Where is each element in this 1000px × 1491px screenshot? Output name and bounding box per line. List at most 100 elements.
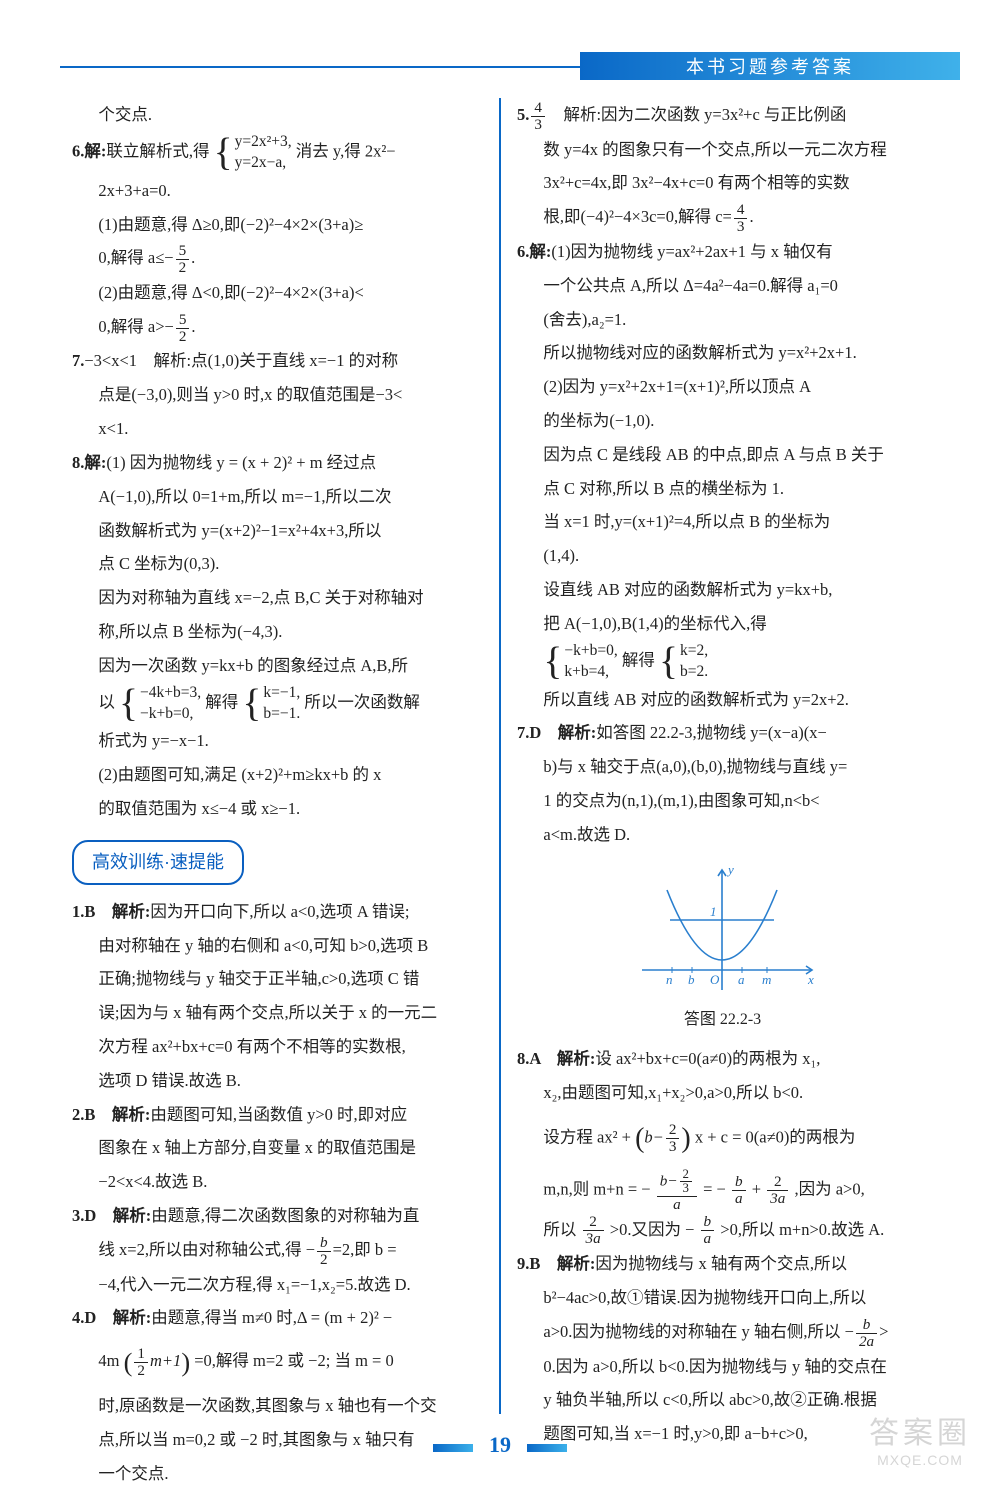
r6-b: 一个公共点 A,所以 Δ=4a²−4a=0.解得 a₁=0 (517, 269, 928, 303)
q8-b3-l1: k=−1, (263, 684, 300, 701)
t4-b: 4m (12m+1) =0,解得 m=2 或 −2; 当 m = 0 (72, 1335, 483, 1389)
t3-a: 由题意,得二次函数图象的对称轴为直 (151, 1206, 419, 1225)
r6-brace2: k=2,b=2. (659, 641, 708, 683)
r8-e-mid: >0.又因为 − (610, 1220, 695, 1239)
left-column: 个交点. 6.解:联立解析式,得 y=2x²+3,y=2x−a, 消去 y,得 … (60, 98, 495, 1414)
t4: 4.D 解析:由题意,得当 m≠0 时,Δ = (m + 2)² − (72, 1301, 483, 1335)
q6-e-tail: . (191, 248, 195, 267)
q6-e: 0,解得 a≤−52. (72, 241, 483, 276)
t3-b-pre: 线 x=2,所以由对称轴公式,得 − (98, 1240, 315, 1259)
frac-4-3b: 43 (734, 202, 748, 235)
q6-f: (2)由题意,得 Δ<0,即(−2)²−4×2×(3+a)< (72, 276, 483, 310)
q6-g-tail: . (191, 317, 195, 336)
r8-e: 所以 23a >0.又因为 − ba >0,所以 m+n>0.故选 A. (517, 1213, 928, 1248)
r6-braces: −k+b=0,k+b=4, 解得 k=2,b=2. (517, 641, 928, 683)
r5-c: 3x²+c=4x,即 3x²−4x+c=0 有两个相等的实数 (517, 166, 928, 200)
r8-d: m,n,则 m+n = − b−23 a = − ba + 23a ,因为 a>… (517, 1168, 928, 1213)
r6-c: (舍去),a₂=1. (517, 303, 928, 337)
q6-d: (1)由题意,得 Δ≥0,即(−2)²−4×2×(3+a)≥ (72, 208, 483, 242)
q8-b3-l2: b=−1. (263, 705, 300, 722)
graph-a-label: a (738, 972, 745, 987)
q8-brace2: −4k+b=3,−k+b=0, (119, 683, 201, 725)
q8-h-pre: 以 (98, 692, 115, 711)
q7-num: 7. (72, 351, 84, 370)
page-number: 19 (489, 1432, 511, 1458)
r9-c: a>0.因为抛物线的对称轴在 y 轴右侧,所以 −b2a> (517, 1315, 928, 1350)
frac-b-a: ba (732, 1174, 746, 1207)
r8-e-post: >0,所以 m+n>0.故选 A. (720, 1220, 884, 1239)
q6-brace1: y=2x²+3,y=2x−a, (214, 132, 292, 174)
header-label: 本书习题参考答案 (686, 53, 854, 79)
r8-c: 设方程 ax² + (b−23) x + c = 0(a≠0)的两根为 (517, 1110, 928, 1167)
r6-m: 所以直线 AB 对应的函数解析式为 y=2x+2. (517, 683, 928, 717)
frac-2-3: 23 (666, 1122, 680, 1155)
r7-a: 如答图 22.2-3,抛物线 y=(x−a)(x− (596, 723, 826, 742)
t1-c: 正确;抛物线与 y 轴交于正半轴,c>0,选项 C 错 (72, 962, 483, 996)
r9-num: 9.B 解析: (517, 1254, 595, 1273)
t1: 1.B 解析:因为开口向下,所以 a<0,选项 A 错误; (72, 895, 483, 929)
frac-2-3a: 23a (767, 1174, 788, 1207)
r7-b: b)与 x 轴交于点(a,0),(b,0),抛物线与直线 y= (517, 750, 928, 784)
r9-c-pre: a>0.因为抛物线的对称轴在 y 轴右侧,所以 − (543, 1322, 854, 1341)
r9-b: b²−4ac>0,故①错误.因为抛物线开口向上,所以 (517, 1281, 928, 1315)
q6-g: 0,解得 a>−52. (72, 310, 483, 345)
r7-d: a<m.故选 D. (517, 818, 928, 852)
footer-dash-right (527, 1444, 567, 1452)
paren-open: ( (124, 1347, 133, 1377)
r6-f: 的坐标为(−1,0). (517, 404, 928, 438)
t2-a: 由题图可知,当函数值 y>0 时,即对应 (150, 1105, 407, 1124)
t2-c: −2<x<4.故选 B. (72, 1165, 483, 1199)
page-columns: 个交点. 6.解:联立解析式,得 y=2x²+3,y=2x−a, 消去 y,得 … (60, 98, 940, 1414)
r8-d-pre: m,n,则 m+n = − (543, 1179, 650, 1198)
graph-b-label: b (688, 972, 695, 987)
t4-num: 4.D 解析: (72, 1308, 151, 1327)
q8-brace3: k=−1, b=−1. (242, 683, 300, 725)
right-column: 5.43 解析:因为二次函数 y=3x²+c 与正比例函 数 y=4x 的图象只… (505, 98, 940, 1414)
graph-x-label: x (807, 972, 814, 987)
answer-graph: y x 1 O n b a m (622, 860, 822, 1000)
r5-num: 5. (517, 105, 529, 124)
r5-a: 因为二次函数 y=3x²+c 与正比例函 (601, 105, 846, 124)
t3-b-post: =2,即 b = (333, 1240, 397, 1259)
q8: 8.解:(1) 因为抛物线 y = (x + 2)² + m 经过点 (72, 446, 483, 480)
q8-num: 8.解: (72, 453, 106, 472)
r8-c-post: x + c = 0(a≠0)的两根为 (695, 1128, 856, 1147)
t4-b-pre: 4m (98, 1351, 119, 1370)
q7-c: x<1. (72, 412, 483, 446)
r5-mid: 解析: (547, 105, 601, 124)
r9-a: 因为抛物线与 x 轴有两个交点,所以 (595, 1254, 847, 1273)
q8-mid: 解得 (205, 692, 238, 711)
r6-b1-l2: k+b=4, (564, 663, 609, 680)
t1-e: 次方程 ax²+bx+c=0 有两个不相等的实数根, (72, 1030, 483, 1064)
r5: 5.43 解析:因为二次函数 y=3x²+c 与正比例函 (517, 98, 928, 133)
q6-brace1-l2: y=2x−a, (235, 154, 287, 171)
q8-i: 析式为 y=−x−1. (72, 724, 483, 758)
r7: 7.D 解析:如答图 22.2-3,抛物线 y=(x−a)(x− (517, 716, 928, 750)
t2-b: 图象在 x 轴上方部分,自变量 x 的取值范围是 (72, 1131, 483, 1165)
frac-4-3a: 43 (531, 100, 545, 133)
r6-k: 设直线 AB 对应的函数解析式为 y=kx+b, (517, 573, 928, 607)
t1-a: 因为开口向下,所以 a<0,选项 A 错误; (150, 902, 409, 921)
r6-b2-l1: k=2, (680, 642, 708, 659)
graph-m-label: m (762, 972, 771, 987)
t3: 3.D 解析:由题意,得二次函数图象的对称轴为直 (72, 1199, 483, 1233)
r6-brace1: −k+b=0,k+b=4, (543, 641, 617, 683)
r6-i: 当 x=1 时,y=(x+1)²=4,所以点 B 的坐标为 (517, 505, 928, 539)
t4-e: 一个交点. (72, 1457, 483, 1491)
frac-2-3a-b: 23a (583, 1214, 604, 1247)
r5-d: 根,即(−4)²−4×3c=0,解得 c=43. (517, 200, 928, 235)
t1-d: 误;因为与 x 轴有两个交点,所以关于 x 的一元二 (72, 996, 483, 1030)
t3-b: 线 x=2,所以由对称轴公式,得 −b2=2,即 b = (72, 1233, 483, 1268)
r5-d-post: . (749, 207, 753, 226)
intro-line: 个交点. (72, 98, 483, 132)
t4-b-post: =0,解得 m=2 或 −2; 当 m = 0 (194, 1351, 393, 1370)
r6-j: (1,4). (517, 539, 928, 573)
graph-y-label: y (726, 862, 734, 877)
q8-j: (2)由题图可知,满足 (x+2)²+m≥kx+b 的 x (72, 758, 483, 792)
r8-d-mid: = − (703, 1179, 726, 1198)
r6-g: 因为点 C 是线段 AB 的中点,即点 A 与点 B 关于 (517, 438, 928, 472)
frac-b-2: b2 (317, 1235, 331, 1268)
t1-f: 选项 D 错误.故选 B. (72, 1064, 483, 1098)
q7: 7.−3<x<1 解析:点(1,0)关于直线 x=−1 的对称 (72, 344, 483, 378)
r7-num: 7.D 解析: (517, 723, 596, 742)
